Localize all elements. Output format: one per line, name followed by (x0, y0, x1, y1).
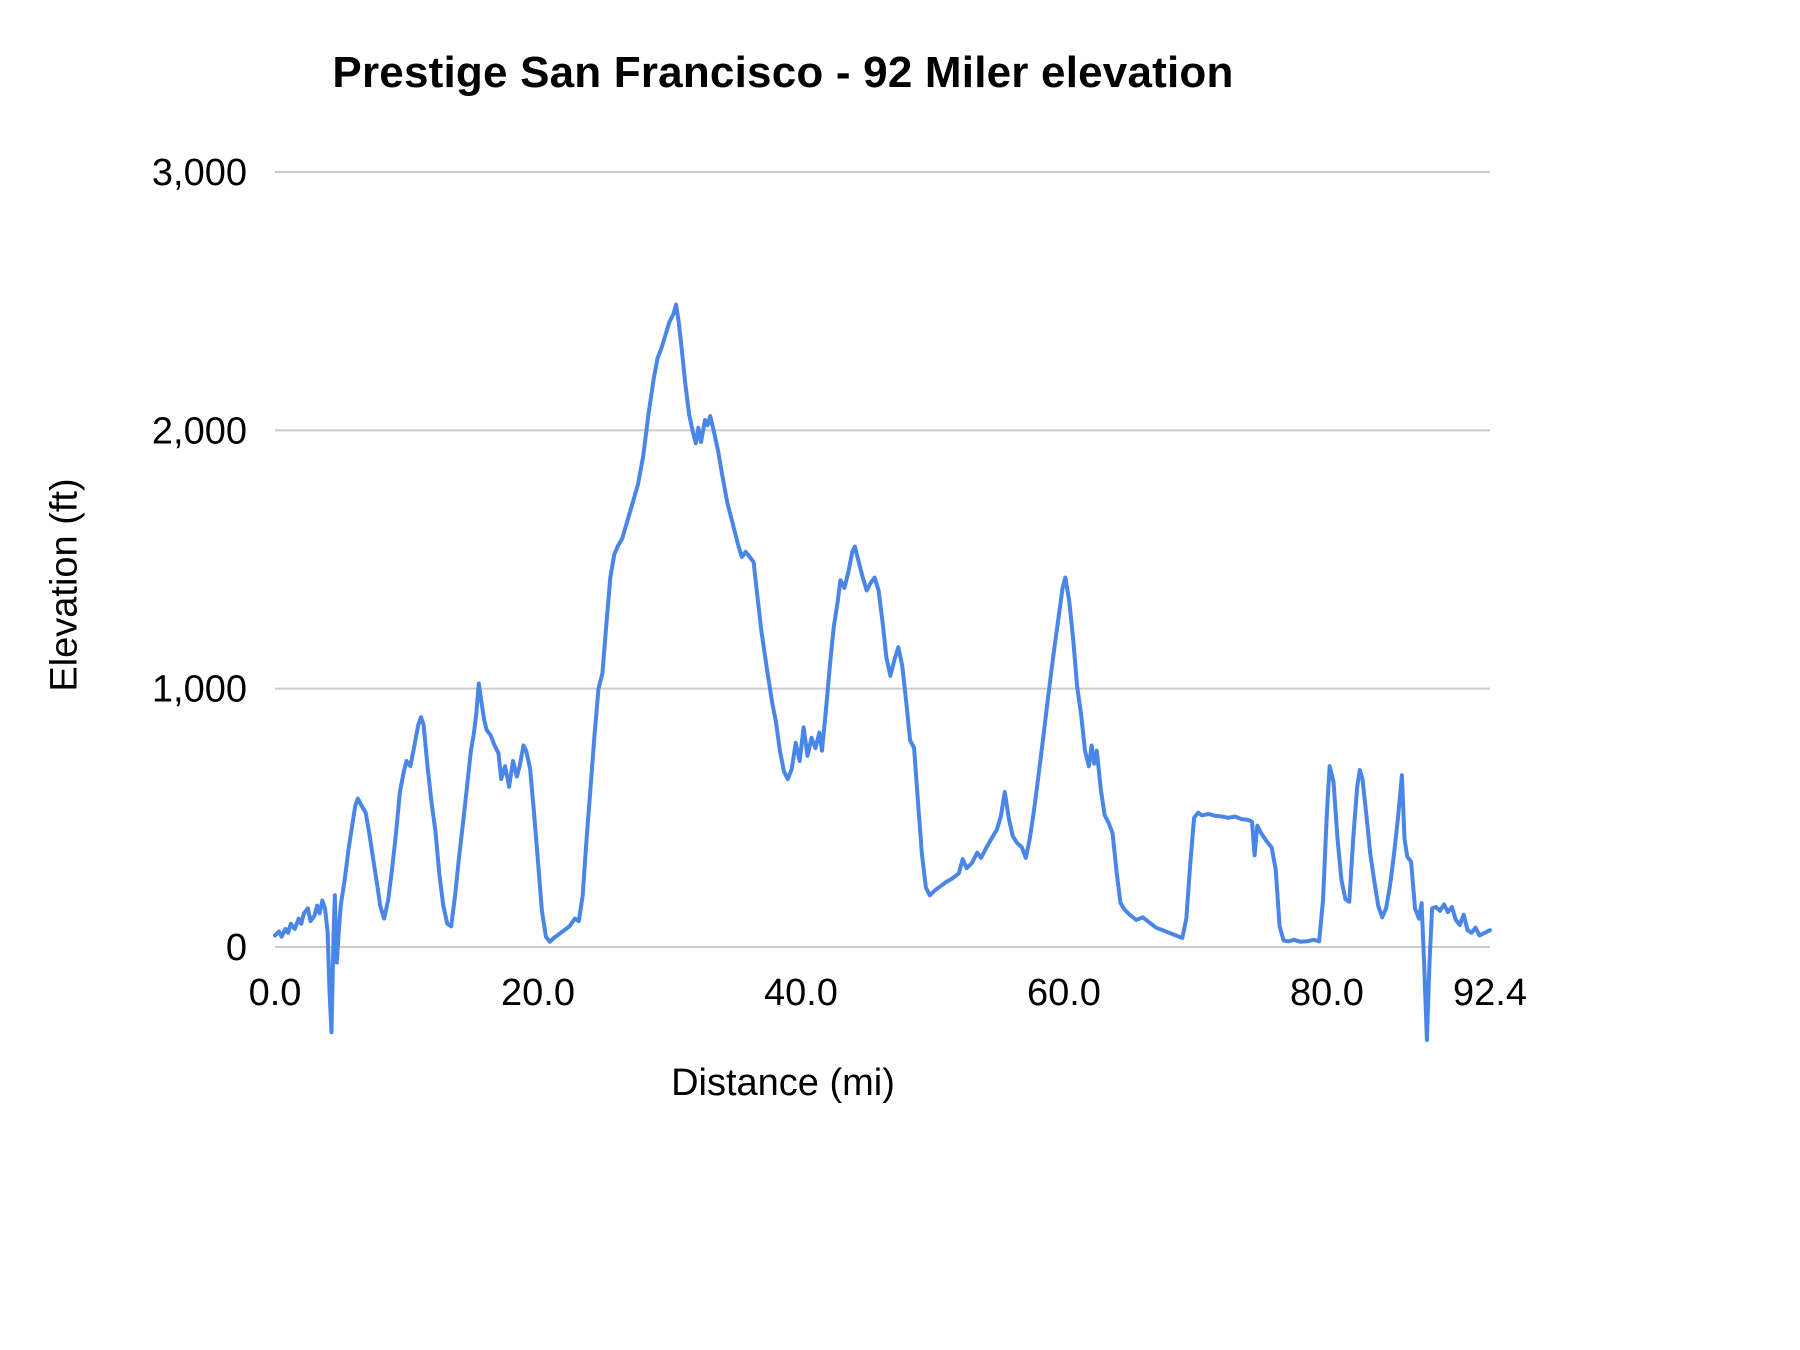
chart-title: Prestige San Francisco - 92 Miler elevat… (332, 48, 1234, 97)
y-tick-label: 3,000 (152, 152, 247, 194)
x-tick-label: 80.0 (1290, 972, 1364, 1014)
y-tick-label: 1,000 (152, 669, 247, 711)
x-tick-label: 60.0 (1027, 972, 1101, 1014)
y-tick-label: 0 (226, 927, 247, 969)
y-tick-label: 2,000 (152, 410, 247, 452)
x-tick-label: 0.0 (249, 972, 302, 1014)
x-axis-title: Distance (mi) (671, 1062, 895, 1104)
x-tick-label: 92.4 (1453, 972, 1527, 1014)
x-tick-label: 40.0 (764, 972, 838, 1014)
elevation-series-line (273, 302, 1492, 1042)
x-tick-label: 20.0 (501, 972, 575, 1014)
